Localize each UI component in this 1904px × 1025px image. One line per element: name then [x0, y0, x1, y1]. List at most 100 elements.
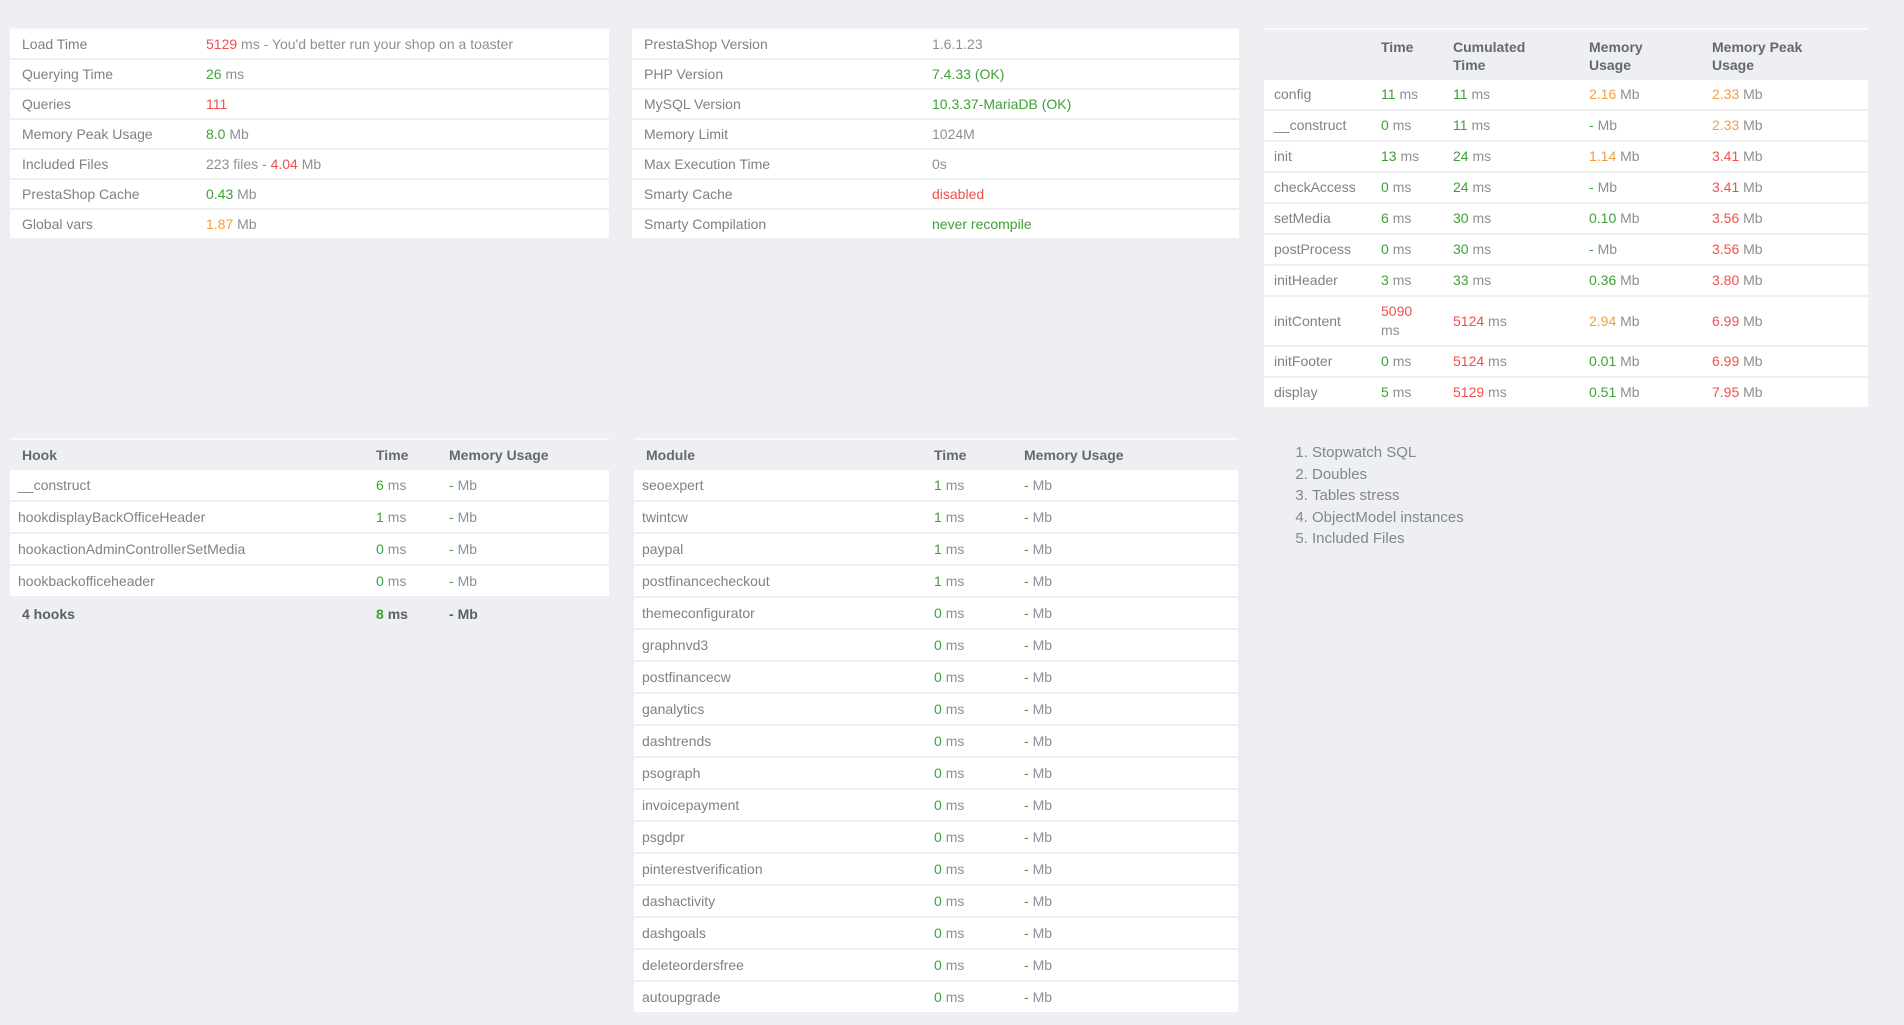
cumulated-value: 24	[1453, 179, 1469, 195]
module-name: invoicepayment	[634, 789, 926, 822]
table-header-row: Hook Time Memory Usage	[10, 438, 609, 470]
module-time: 0	[934, 701, 942, 717]
module-time-header: Time	[926, 438, 1016, 470]
module-name: postfinancecheckout	[634, 565, 926, 598]
table-row: config 11 ms 11 ms 2.16 Mb 2.33 Mb	[1264, 80, 1868, 111]
hook-time-header: Time	[368, 438, 441, 470]
metric-suffix: Mb	[233, 216, 257, 232]
module-time: 0	[934, 669, 942, 685]
table-row: invoicepayment 0 ms - Mb	[634, 789, 1238, 822]
list-item: ObjectModel instances	[1312, 507, 1590, 529]
table-row: Included Files 223 files - 4.04 Mb	[10, 149, 609, 180]
modules-total-time: 8	[934, 1022, 942, 1025]
stopwatch-time-header: Time	[1373, 28, 1445, 80]
summary-table: Load Time 5129 ms - You'd better run you…	[10, 28, 609, 240]
stopwatch-step-name: checkAccess	[1264, 172, 1373, 204]
memory-unit: Mb	[1032, 861, 1053, 877]
module-memory: -	[1024, 829, 1029, 845]
memory-unit: Mb	[1743, 312, 1763, 329]
hook-memory: -	[449, 477, 454, 493]
metric-suffix: Mb	[233, 186, 257, 202]
time-unit: ms	[387, 606, 408, 622]
cumulated-value: 5124	[1453, 312, 1485, 329]
env-value: 0s	[932, 156, 947, 172]
time-unit: ms	[945, 701, 965, 717]
module-memory: -	[1024, 925, 1029, 941]
memory-unit: Mb	[1743, 179, 1763, 195]
memory-unit: Mb	[1032, 573, 1053, 589]
time-unit: ms	[1392, 272, 1412, 288]
env-label: PHP Version	[632, 59, 924, 90]
metric-label: Querying Time	[10, 59, 198, 90]
module-name: paypal	[634, 533, 926, 566]
time-unit: ms	[1488, 312, 1507, 329]
profiler-nav-link-tables-stress[interactable]: Tables stress	[1312, 487, 1400, 504]
profiler-nav-link-included-files[interactable]: Included Files	[1312, 530, 1405, 547]
module-name: seoexpert	[634, 470, 926, 502]
hook-name: __construct	[10, 470, 368, 502]
metric-value: 0.43	[206, 186, 234, 202]
metric-label: PrestaShop Cache	[10, 179, 198, 210]
module-time: 1	[934, 573, 942, 589]
memory-unit: Mb	[1620, 353, 1640, 369]
memory-unit: Mb	[1032, 925, 1053, 941]
table-footer-row: 17 modules 8 ms - Mb	[634, 1013, 1238, 1025]
table-row: deleteordersfree 0 ms - Mb	[634, 949, 1238, 982]
time-value: 0	[1381, 241, 1389, 257]
hooks-table: Hook Time Memory Usage __construct 6 ms …	[10, 438, 609, 630]
table-row: postfinancecw 0 ms - Mb	[634, 661, 1238, 694]
stopwatch-peak-header: Memory Peak Usage	[1704, 28, 1868, 80]
table-row: display 5 ms 5129 ms 0.51 Mb 7.95 Mb	[1264, 377, 1868, 409]
time-unit: ms	[1400, 148, 1420, 164]
hook-time: 0	[376, 573, 384, 589]
module-time: 0	[934, 893, 942, 909]
profiler-nav-link-doubles[interactable]: Doubles	[1312, 465, 1368, 483]
env-value: disabled	[932, 186, 985, 202]
cumulated-value: 33	[1453, 272, 1469, 288]
metric-prefix: 223 files -	[206, 156, 271, 172]
time-unit: ms	[945, 477, 965, 493]
time-unit: ms	[387, 573, 407, 589]
table-row: initFooter 0 ms 5124 ms 0.01 Mb 6.99 Mb	[1264, 346, 1868, 378]
table-row: initHeader 3 ms 33 ms 0.36 Mb 3.80 Mb	[1264, 265, 1868, 297]
table-row: paypal 1 ms - Mb	[634, 533, 1238, 566]
time-value: 3	[1381, 272, 1389, 288]
hooks-total-memory: -	[449, 606, 454, 622]
memory-unit: Mb	[1743, 148, 1763, 164]
module-time: 0	[934, 765, 942, 781]
peak-value: 2.33	[1712, 117, 1740, 133]
module-memory: -	[1024, 669, 1029, 685]
stopwatch-cumulated-header: Cumulated Time	[1445, 28, 1581, 80]
time-unit: ms	[1488, 384, 1507, 400]
hooks-total-label: 4 hooks	[22, 606, 75, 622]
profiler-nav-link-objectmodel-instances[interactable]: ObjectModel instances	[1312, 508, 1464, 526]
module-name: deleteordersfree	[634, 949, 926, 982]
stopwatch-step-name: initFooter	[1264, 346, 1373, 378]
hook-name: hookactionAdminControllerSetMedia	[10, 533, 368, 566]
profiler-nav-list: Stopwatch SQL Doubles Tables stress Obje…	[1290, 442, 1590, 550]
modules-total-label: 17 modules	[634, 1013, 926, 1025]
table-row: postProcess 0 ms 30 ms - Mb 3.56 Mb	[1264, 234, 1868, 266]
hook-name: hookbackofficeheader	[10, 565, 368, 598]
stopwatch-step-name: display	[1264, 377, 1373, 409]
table-row: hookactionAdminControllerSetMedia 0 ms -…	[10, 533, 609, 566]
module-memory: -	[1024, 477, 1029, 493]
memory-unit: Mb	[1743, 86, 1763, 102]
memory-unit: Mb	[1620, 86, 1640, 102]
module-name: twintcw	[634, 501, 926, 534]
environment-table: PrestaShop Version 1.6.1.23 PHP Version …	[632, 28, 1239, 240]
module-memory: -	[1024, 797, 1029, 813]
table-row: checkAccess 0 ms 24 ms - Mb 3.41 Mb	[1264, 172, 1868, 204]
modules-total-memory: -	[1024, 1022, 1029, 1025]
profiler-nav-link-stopwatch-sql[interactable]: Stopwatch SQL	[1312, 444, 1417, 461]
env-value: 1024M	[932, 126, 975, 142]
time-unit: ms	[1392, 384, 1412, 400]
metric-suffix: Mb	[297, 156, 322, 172]
time-unit: ms	[1392, 117, 1412, 133]
cumulated-value: 5129	[1453, 384, 1485, 400]
time-unit: ms	[945, 925, 965, 941]
peak-value: 3.56	[1712, 210, 1740, 226]
table-row: autoupgrade 0 ms - Mb	[634, 981, 1238, 1014]
metric-label: Included Files	[10, 149, 198, 180]
module-name: dashactivity	[634, 885, 926, 918]
